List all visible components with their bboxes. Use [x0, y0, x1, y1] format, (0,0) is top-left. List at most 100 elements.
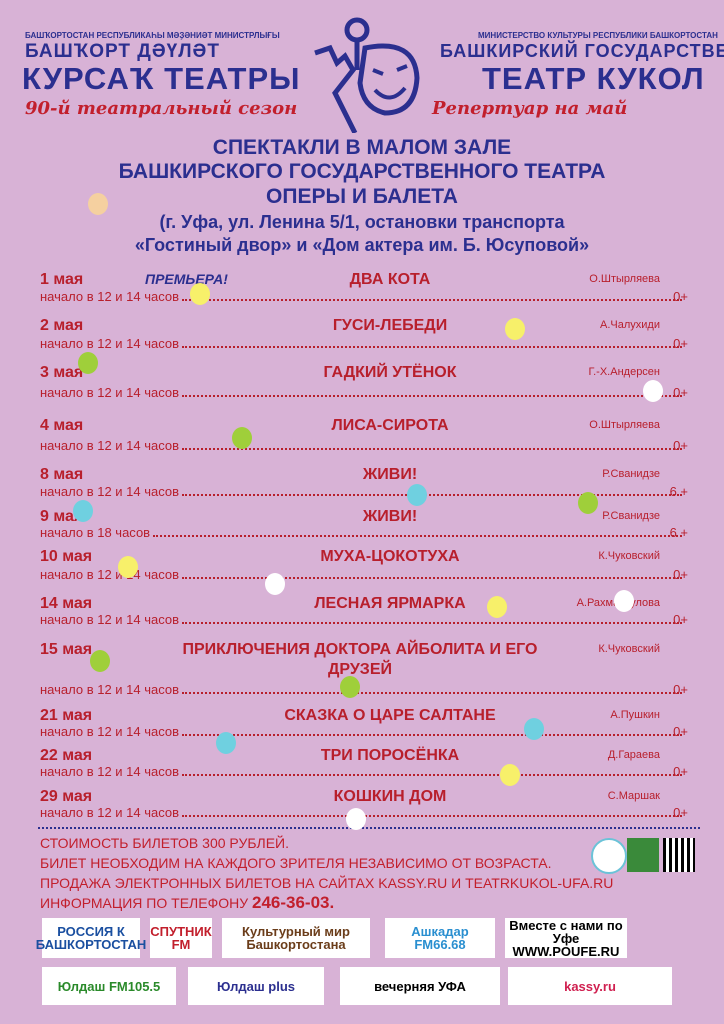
age-rating: 0+	[673, 805, 688, 820]
confetti-dot	[643, 380, 663, 402]
show-start-line: начало в 12 и 14 часов	[40, 805, 685, 821]
age-rating: 0+	[673, 385, 688, 400]
show-date: 15 мая	[40, 641, 93, 658]
show-title: ТРИ ПОРОСЁНКА	[320, 747, 460, 764]
phone-number: 246-36-03.	[252, 893, 335, 912]
address-line1: (г. Уфа, ул. Ленина 5/1, остановки транс…	[159, 212, 565, 232]
phone-info: ИНФОРМАЦИЯ ПО ТЕЛЕФОНУ 246-36-03.	[40, 894, 334, 912]
show-start-line: начало в 12 и 14 часов	[40, 567, 685, 583]
qr-code-icon	[663, 838, 695, 872]
show-title: КОШКИН ДОМ	[333, 788, 447, 805]
show-title: ЖИВИ!	[362, 466, 418, 483]
sponsor-logo: вечерняя УФА	[340, 967, 500, 1005]
show-author: Р.Сванидзе	[602, 468, 660, 480]
show-title: ЖИВИ!	[362, 508, 418, 525]
show-start-line: начало в 18 часов	[40, 525, 685, 541]
schedule-row: 10 мая МУХА-ЦОКОТУХА К.Чуковский начало в 1…	[40, 547, 688, 585]
show-start-time: начало в 12 и 14 часов	[40, 438, 180, 453]
sponsor-logo: Ашкадар FM66.68	[385, 918, 495, 958]
show-start-line: начало в 12 и 14 часов	[40, 289, 685, 305]
age-rating: 0+	[673, 289, 688, 304]
show-start-line: начало в 12 и 14 часов	[40, 682, 685, 698]
pushkin-card-icon	[627, 838, 659, 872]
show-start-line: начало в 12 и 14 часов	[40, 612, 685, 628]
show-start-line: начало в 12 и 14 часов	[40, 724, 685, 740]
dotted-leader	[182, 724, 682, 736]
show-start-time: начало в 12 и 14 часов	[40, 484, 180, 499]
show-date: 8 мая	[40, 466, 84, 483]
show-date: 14 мая	[40, 595, 93, 612]
sponsor-logo: РОССИЯ К БАШКОРТОСТАН	[36, 918, 146, 958]
show-author: К.Чуковский	[598, 643, 660, 655]
confetti-dot	[500, 764, 520, 786]
schedule-row: 1 мая ПРЕМЬЕРА! ДВА КОТА О.Штырляева начало …	[40, 270, 688, 307]
show-author: А.Пушкин	[610, 709, 660, 721]
dotted-leader	[182, 385, 682, 397]
show-start-time: начало в 12 и 14 часов	[40, 805, 180, 820]
show-author: А.Чалухиди	[600, 319, 660, 331]
sponsor-logo: Культурный мир Башкортостана	[222, 918, 370, 958]
confetti-dot	[265, 573, 285, 595]
confetti-dot	[340, 676, 360, 698]
theatre-name-bashkir-line1: БАШҠОРТ ДӘҮЛӘТ	[25, 41, 220, 62]
show-start-line: начало в 12 и 14 часов	[40, 484, 685, 500]
age-rating: 6 +	[669, 484, 688, 499]
confetti-dot	[346, 808, 366, 830]
sponsor-logo: kassy.ru	[508, 967, 672, 1005]
show-start-time: начало в 18 часов	[40, 525, 151, 540]
dotted-leader	[182, 567, 682, 579]
confetti-dot	[88, 193, 108, 215]
show-date: 29 мая	[40, 788, 93, 805]
show-date: 2 мая	[40, 317, 84, 334]
headline-line3: ОПЕРЫ И БАЛЕТА	[266, 185, 458, 208]
show-start-time: начало в 12 и 14 часов	[40, 682, 180, 697]
age-rating: 0+	[673, 336, 688, 351]
dotted-leader	[182, 805, 682, 817]
dotted-leader	[182, 612, 682, 624]
show-date: 9 мая	[40, 508, 84, 525]
dotted-leader	[153, 525, 682, 537]
repertoire-label: Репертуар на май	[432, 98, 628, 119]
age-rating: 0+	[673, 438, 688, 453]
show-title: ГУСИ-ЛЕБЕДИ	[332, 317, 448, 334]
show-start-line: начало в 12 и 14 часов	[40, 385, 685, 401]
confetti-dot	[78, 352, 98, 374]
confetti-dot	[578, 492, 598, 514]
show-start-line: начало в 12 и 14 часов	[40, 438, 685, 454]
theatre-name-bashkir-line2: КУРСАҠ ТЕАТРЫ	[22, 61, 301, 96]
show-title: СКАЗКА О ЦАРЕ САЛТАНЕ	[284, 707, 496, 724]
show-date: 4 мая	[40, 417, 84, 434]
headline-line2: БАШКИРСКОГО ГОСУДАРСТВЕННОГО ТЕАТРА	[118, 160, 606, 183]
show-start-time: начало в 12 и 14 часов	[40, 612, 180, 627]
ministry-bashkir: БАШҠОРТОСТАН РЕСПУБЛИКАҺЫ МӘҘӘНИӘТ МИНИС…	[25, 31, 280, 40]
phone-label: ИНФОРМАЦИЯ ПО ТЕЛЕФОНУ	[40, 895, 249, 911]
theatre-name-russian-line2: ТЕАТР КУКОЛ	[482, 61, 705, 96]
divider	[38, 827, 700, 829]
show-start-line: начало в 12 и 14 часов	[40, 336, 685, 352]
show-date: 3 мая	[40, 364, 84, 381]
schedule-row: 3 мая ГАДКИЙ УТЁНОК Г.-Х.Андерсен начало в …	[40, 363, 688, 403]
confetti-dot	[216, 732, 236, 754]
age-rating: 0+	[673, 724, 688, 739]
confetti-dot	[73, 500, 93, 522]
show-author: С.Маршак	[607, 790, 660, 802]
online-sales: ПРОДАЖА ЭЛЕКТРОННЫХ БИЛЕТОВ НА САЙТАХ KA…	[40, 875, 614, 891]
show-author: К.Чуковский	[598, 550, 660, 562]
show-author: Д.Гараева	[607, 749, 660, 761]
show-title: МУХА-ЦОКОТУХА	[320, 548, 460, 565]
dotted-leader	[182, 764, 682, 776]
schedule-row: 15 мая ПРИКЛЮЧЕНИЯ ДОКТОРА АЙБОЛИТА И ЕГО…	[40, 640, 688, 700]
show-date: 21 мая	[40, 707, 93, 724]
ministry-russian: МИНИСТЕРСТВО КУЛЬТУРЫ РЕСПУБЛИКИ БАШКОРТ…	[478, 31, 718, 40]
show-title: ДВА КОТА	[349, 271, 431, 288]
schedule-row: 2 мая ГУСИ-ЛЕБЕДИ А.Чалухиди начало в 12 и …	[40, 316, 688, 354]
headline-line1: СПЕКТАКЛИ В МАЛОМ ЗАЛЕ	[212, 136, 512, 159]
confetti-dot	[407, 484, 427, 506]
show-start-time: начало в 12 и 14 часов	[40, 724, 180, 739]
confetti-dot	[505, 318, 525, 340]
sponsor-logo: Вместе с нами по Уфе WWW.POUFE.RU	[505, 918, 627, 958]
show-start-line: начало в 12 и 14 часов	[40, 764, 685, 780]
show-start-time: начало в 12 и 14 часов	[40, 289, 180, 304]
